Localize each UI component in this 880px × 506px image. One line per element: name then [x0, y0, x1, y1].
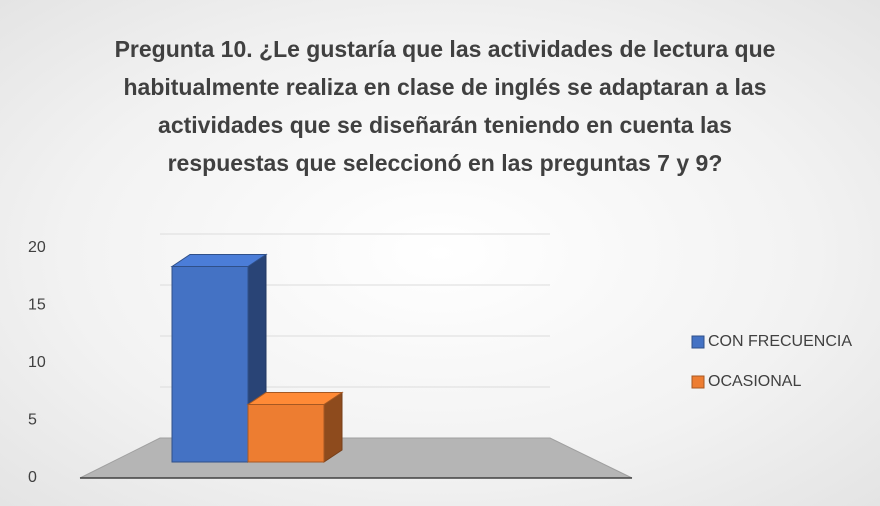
y-tick-label: 5: [28, 412, 37, 429]
y-tick-label: 15: [28, 297, 46, 314]
y-tick-label: 0: [28, 469, 37, 486]
y-tick-label: 20: [28, 239, 46, 256]
chart-title: Pregunta 10. ¿Le gustaría que las activi…: [114, 36, 776, 176]
legend-swatch: [691, 335, 705, 349]
bar: [247, 404, 325, 463]
legend-swatch: [691, 375, 705, 389]
floor: [79, 437, 633, 479]
legend-label: OCASIONAL: [708, 373, 801, 390]
legend-label: CON FRECUENCIA: [708, 333, 852, 350]
y-tick-label: 10: [28, 354, 46, 371]
bar: [171, 266, 249, 463]
